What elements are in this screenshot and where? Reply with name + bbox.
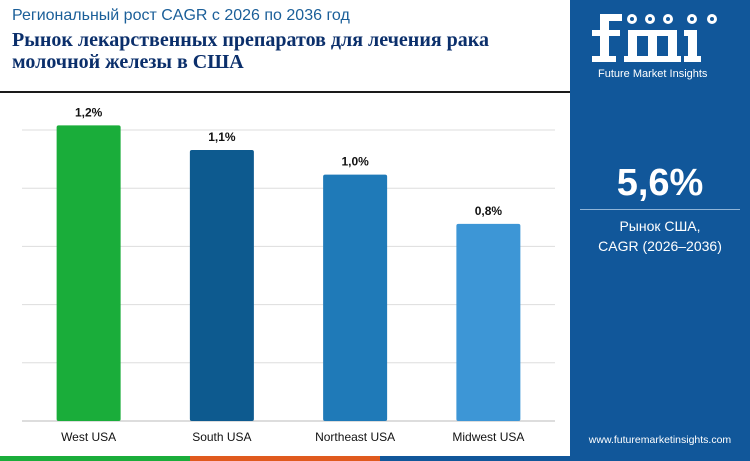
x-tick-label: West USA (61, 430, 116, 444)
headline-divider (580, 209, 740, 210)
bottom-color-strip (0, 456, 570, 461)
fmi-logo: Future Market Insights (570, 0, 750, 90)
headline-label-line-2: CAGR (2026–2036) (598, 238, 722, 254)
data-label: 1,0% (341, 155, 369, 169)
bar-midwest-usa (456, 223, 521, 421)
x-tick-label: Northeast USA (315, 430, 395, 444)
headline-label: Рынок США, CAGR (2026–2036) (570, 216, 750, 256)
chart-area: Региональный рост CAGR с 2026 по 2036 го… (0, 7, 570, 444)
x-tick-label: Midwest USA (452, 430, 524, 444)
header-divider (0, 91, 570, 93)
data-label: 1,1% (208, 130, 236, 144)
side-panel: Future Market Insights 5,6% Рынок США, C… (570, 0, 750, 461)
chart-title-line-1: Рынок лекарственных препаратов для лечен… (12, 29, 490, 51)
website-link[interactable]: www.futuremarketinsights.com (588, 434, 732, 446)
chart-title-line-2: молочной железы в США (12, 51, 244, 73)
bar-south-usa (189, 149, 254, 421)
chart-title: Рынок лекарственных препаратов для лечен… (12, 29, 557, 73)
data-label: 0,8% (475, 204, 503, 218)
strip-segment (190, 456, 380, 461)
data-label: 1,2% (75, 105, 103, 119)
strip-segment (0, 456, 190, 461)
headline-label-line-1: Рынок США, (619, 218, 701, 234)
bar-northeast-usa (323, 174, 388, 421)
headline-value: 5,6% (616, 162, 704, 204)
x-tick-label: South USA (192, 430, 251, 444)
fmi-logo-mark (592, 14, 717, 62)
chart-subtitle: Региональный рост CAGR с 2026 по 2036 го… (12, 7, 350, 24)
bar-west-usa (56, 125, 121, 421)
bar-chart: 1,2% West USA 1,1% South USA 1,0% Northeast U… (22, 105, 555, 444)
logo-caption: Future Market Insights (598, 68, 708, 80)
strip-segment (380, 456, 570, 461)
